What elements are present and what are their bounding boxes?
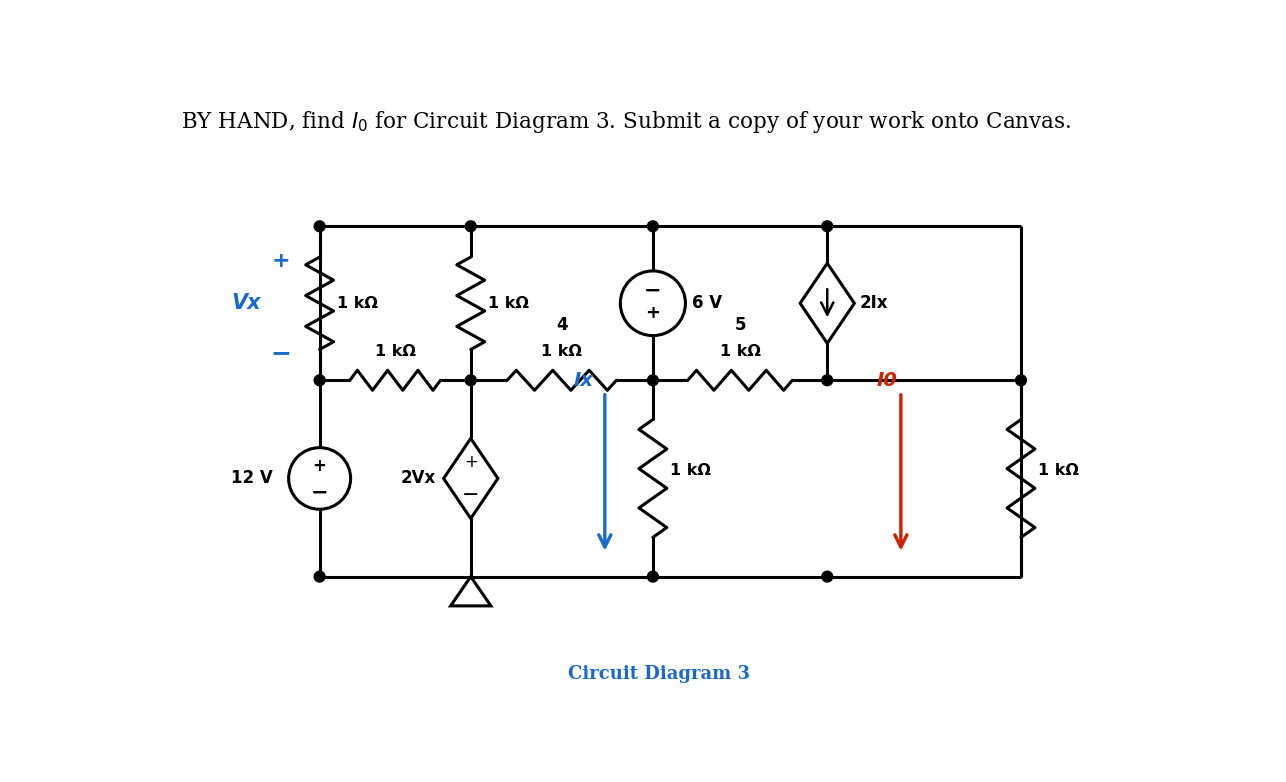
- Text: +: +: [464, 453, 477, 471]
- Text: 1 kΩ: 1 kΩ: [1038, 463, 1079, 479]
- Text: 6 V: 6 V: [692, 294, 721, 312]
- Text: 1 kΩ: 1 kΩ: [337, 296, 378, 310]
- Text: 1 kΩ: 1 kΩ: [487, 296, 529, 310]
- Circle shape: [647, 221, 658, 231]
- Text: Circuit Diagram 3: Circuit Diagram 3: [568, 665, 750, 683]
- Text: +: +: [312, 457, 327, 475]
- Circle shape: [466, 375, 476, 386]
- Circle shape: [466, 221, 476, 231]
- Text: −: −: [644, 280, 661, 300]
- Circle shape: [314, 375, 325, 386]
- Circle shape: [822, 221, 832, 231]
- Text: BY HAND, find $I_0$ for Circuit Diagram 3. Submit a copy of your work onto Canva: BY HAND, find $I_0$ for Circuit Diagram …: [180, 109, 1071, 135]
- Text: −: −: [462, 486, 480, 505]
- Text: 1 kΩ: 1 kΩ: [670, 463, 711, 479]
- Text: 1 kΩ: 1 kΩ: [541, 344, 583, 359]
- Text: −: −: [311, 482, 328, 502]
- Text: +: +: [271, 251, 291, 271]
- Text: 2Vx: 2Vx: [401, 469, 436, 487]
- Text: 12 V: 12 V: [231, 469, 273, 487]
- Text: I0: I0: [876, 371, 898, 389]
- Text: −: −: [270, 341, 292, 365]
- Text: 2Ix: 2Ix: [860, 294, 889, 312]
- Circle shape: [314, 221, 325, 231]
- Text: 1 kΩ: 1 kΩ: [720, 344, 760, 359]
- Text: 5: 5: [734, 316, 746, 334]
- Text: +: +: [646, 304, 661, 322]
- Circle shape: [647, 571, 658, 582]
- Text: Vx: Vx: [231, 293, 261, 314]
- Circle shape: [314, 571, 325, 582]
- Circle shape: [822, 571, 832, 582]
- Text: 4: 4: [556, 316, 567, 334]
- Text: Ix: Ix: [574, 371, 593, 389]
- Circle shape: [647, 375, 658, 386]
- Circle shape: [822, 375, 832, 386]
- Circle shape: [1016, 375, 1026, 386]
- Text: 1 kΩ: 1 kΩ: [374, 344, 415, 359]
